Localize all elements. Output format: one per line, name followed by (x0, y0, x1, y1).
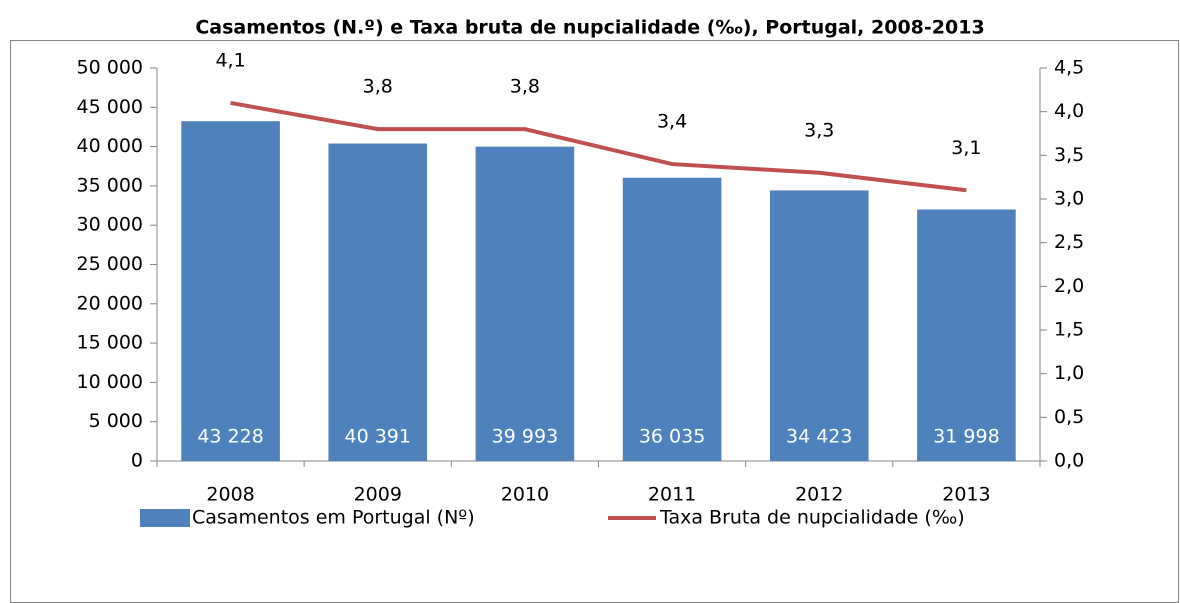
y-tick-label: 0 (131, 450, 143, 472)
x-tick-label: 2013 (942, 484, 990, 506)
y-tick-label: 35 000 (77, 174, 143, 196)
line-value-label: 3,1 (951, 137, 981, 159)
bar (917, 209, 1016, 461)
y-tick-label: 20 000 (77, 292, 143, 314)
bar (622, 177, 722, 461)
bar-value-label: 43 228 (197, 426, 263, 448)
legend-label: Casamentos em Portugal (Nº) (192, 507, 475, 529)
y-tick-label: 45 000 (77, 96, 143, 118)
bar-value-label: 31 998 (933, 426, 999, 448)
y2-tick-label: 1,5 (1054, 319, 1084, 341)
y-tick-label: 15 000 (77, 332, 143, 354)
bar-value-label: 39 993 (492, 426, 558, 448)
y2-tick-label: 4,0 (1054, 100, 1084, 122)
y-tick-label: 50 000 (77, 57, 143, 79)
y2-tick-label: 0,0 (1054, 450, 1084, 472)
bar (181, 121, 280, 462)
line-value-label: 3,8 (510, 76, 540, 98)
y2-tick-label: 2,5 (1054, 231, 1084, 253)
y2-tick-label: 3,0 (1054, 188, 1084, 210)
line (230, 100, 967, 193)
y2-tick-label: 4,5 (1054, 57, 1084, 79)
x-tick-label: 2012 (795, 484, 843, 506)
y-tick-label: 40 000 (77, 135, 143, 157)
legend-swatch (140, 509, 190, 527)
bar-value-label: 36 035 (639, 426, 705, 448)
y2-tick-label: 3,5 (1054, 144, 1084, 166)
x-tick-label: 2011 (648, 484, 696, 506)
y-tick-label: 25 000 (77, 253, 143, 275)
line-value-label: 4,1 (215, 49, 245, 71)
x-tick-label: 2009 (354, 484, 402, 506)
y2-tick-label: 1,0 (1054, 362, 1084, 384)
bar-value-label: 34 423 (786, 426, 852, 448)
x-tick-label: 2008 (206, 484, 254, 506)
bar (328, 143, 428, 461)
y-tick-label: 5 000 (89, 410, 143, 432)
bar (769, 190, 869, 461)
y-tick-label: 10 000 (77, 371, 143, 393)
line-value-label: 3,8 (363, 76, 393, 98)
y2-tick-label: 0,5 (1054, 406, 1084, 428)
line-value-label: 3,4 (657, 111, 687, 133)
legend-label: Taxa Bruta de nupcialidade (‰) (659, 507, 965, 529)
x-tick-label: 2010 (501, 484, 549, 506)
bar (475, 146, 575, 461)
chart-title: Casamentos (N.º) e Taxa bruta de nupcial… (195, 17, 984, 39)
y2-tick-label: 2,0 (1054, 275, 1084, 297)
y-tick-label: 30 000 (77, 214, 143, 236)
bar-value-label: 40 391 (345, 426, 411, 448)
line-value-label: 3,3 (804, 119, 834, 141)
